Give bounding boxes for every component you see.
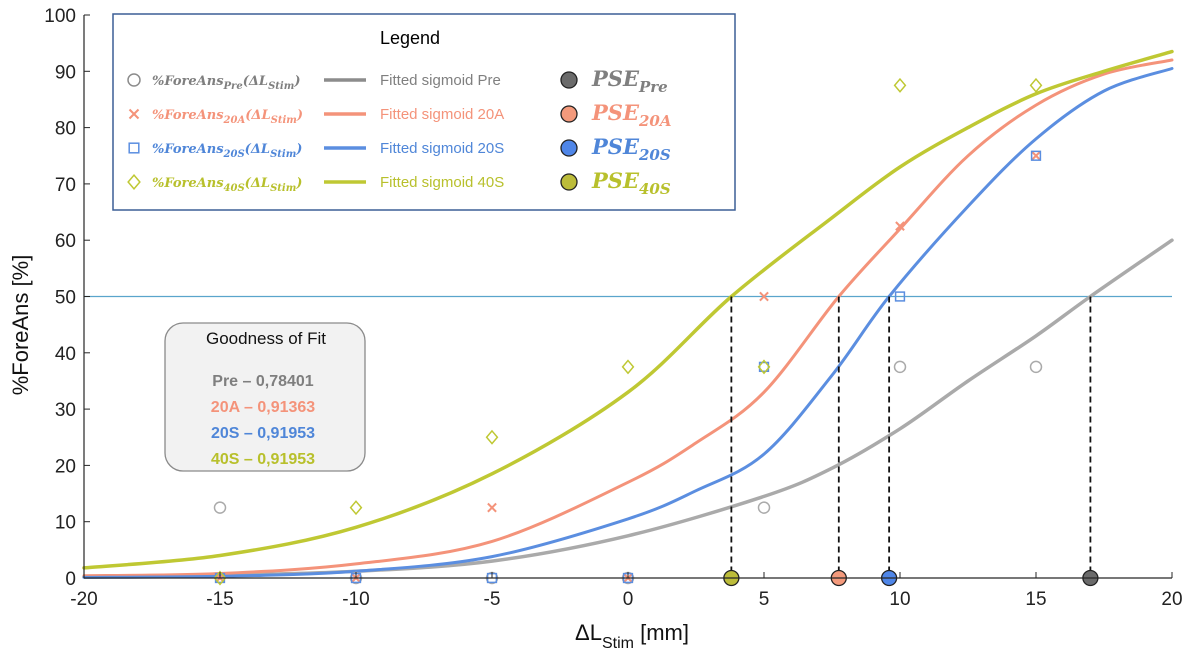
x-tick-label: -10 xyxy=(342,589,369,610)
x-tick-label: 0 xyxy=(623,589,634,610)
data-point-pre xyxy=(1029,360,1043,374)
cross-stroke xyxy=(759,291,769,302)
y-tick-label: 80 xyxy=(55,119,76,140)
y-tick-label: 0 xyxy=(65,569,76,590)
data-point-40s xyxy=(485,429,499,445)
x-tick-label: -20 xyxy=(70,589,97,610)
x-tick-label: 15 xyxy=(1025,589,1046,610)
y-tick-label: 30 xyxy=(55,400,76,421)
y-tick-label: 20 xyxy=(55,456,76,477)
data-point-20a xyxy=(487,502,497,513)
legend-series-label: %ForeAns40S(ΔLStim) xyxy=(152,176,302,194)
data-point-40s xyxy=(621,359,635,375)
legend-pse-label: PSE20S xyxy=(591,134,671,164)
data-point-40s xyxy=(349,500,363,516)
y-tick-label: 50 xyxy=(55,288,76,309)
legend-fit-label: Fitted sigmoid 20A xyxy=(380,106,504,123)
goodness-of-fit-box: Goodness of Fit Pre – 0,78401 20A – 0,91… xyxy=(164,322,366,472)
legend-series-label: %ForeAns20S(ΔLStim) xyxy=(152,142,302,160)
x-axis-label-unit: [mm] xyxy=(634,620,689,645)
data-point-20s xyxy=(894,291,906,302)
data-point-40s xyxy=(893,77,907,93)
y-tick-label: 40 xyxy=(55,344,76,365)
x-axis-label: ΔLStim [mm] xyxy=(575,620,689,652)
data-point-pre xyxy=(757,501,771,514)
y-tick-label: 10 xyxy=(55,513,76,534)
legend-fit-label: Fitted sigmoid 40S xyxy=(380,174,504,191)
data-point-20a xyxy=(759,291,769,302)
legend-pse-marker xyxy=(560,71,578,89)
cross-stroke xyxy=(487,502,497,513)
x-tick-label: 5 xyxy=(759,589,770,610)
x-axis-label-sub: Stim xyxy=(602,635,634,652)
legend-row-40s: %ForeAns40S(ΔLStim) Fitted sigmoid 40S PSE… xyxy=(127,168,671,198)
legend-pse-marker xyxy=(560,173,578,191)
data-point-40s xyxy=(757,359,771,375)
x-axis-label-main: ΔL xyxy=(575,620,602,645)
cross-stroke xyxy=(128,108,140,120)
gof-pre: Pre – 0,78401 xyxy=(212,373,314,390)
data-point-pre xyxy=(213,501,227,514)
y-tick-label: 100 xyxy=(44,6,76,27)
y-tick-label: 90 xyxy=(55,62,76,83)
legend-pse-label: PSE20A xyxy=(591,100,671,130)
data-point-20s xyxy=(1030,150,1042,161)
x-tick-label: 10 xyxy=(889,589,910,610)
gof-40s: 40S – 0,91953 xyxy=(211,451,315,468)
legend-title: Legend xyxy=(380,28,440,48)
legend-symbol-40s xyxy=(127,173,141,191)
legend: Legend %ForeAnsPre(ΔLStim) Fitted sigmoid… xyxy=(112,13,736,211)
legend-symbol-20a xyxy=(128,108,140,120)
data-point-20a xyxy=(1031,150,1041,161)
cross-stroke xyxy=(895,221,905,231)
legend-fit-label: Fitted sigmoid Pre xyxy=(380,72,501,89)
legend-series-label: %ForeAns20A(ΔLStim) xyxy=(152,108,303,126)
legend-pse-marker xyxy=(560,105,578,123)
y-tick-label: 60 xyxy=(55,231,76,252)
legend-pse-marker xyxy=(560,139,578,157)
data-point-20a xyxy=(895,221,905,231)
data-point-pre xyxy=(893,360,907,374)
legend-symbol-20s xyxy=(128,142,140,154)
legend-row-pre: %ForeAnsPre(ΔLStim) Fitted sigmoid Pre PSE… xyxy=(127,66,668,96)
gof-20s: 20S – 0,91953 xyxy=(211,425,315,442)
legend-row-20a: %ForeAns20A(ΔLStim) Fitted sigmoid 20A PSE… xyxy=(128,100,671,130)
x-tick-label: 20 xyxy=(1161,589,1182,610)
cross-stroke xyxy=(1031,150,1041,161)
x-tick-label: -5 xyxy=(484,589,501,610)
y-tick-label: 70 xyxy=(55,175,76,196)
gof-20a: 20A – 0,91363 xyxy=(211,399,315,416)
legend-pse-label: PSEPre xyxy=(591,66,668,96)
legend-symbol-pre xyxy=(127,73,141,87)
legend-pse-label: PSE40S xyxy=(591,168,671,198)
goodness-of-fit-title: Goodness of Fit xyxy=(206,329,326,348)
y-axis-label: %ForeAns [%] xyxy=(8,255,33,396)
fit-curve-20s xyxy=(82,67,1174,579)
data-point-40s xyxy=(1029,77,1043,93)
x-tick-label: -15 xyxy=(206,589,233,610)
legend-series-label: %ForeAnsPre(ΔLStim) xyxy=(152,74,300,92)
data-point-40s xyxy=(213,570,227,586)
legend-fit-label: Fitted sigmoid 20S xyxy=(380,140,504,157)
legend-row-20s: %ForeAns20S(ΔLStim) Fitted sigmoid 20S PSE… xyxy=(128,134,671,164)
fit-curve-20a xyxy=(82,58,1174,578)
